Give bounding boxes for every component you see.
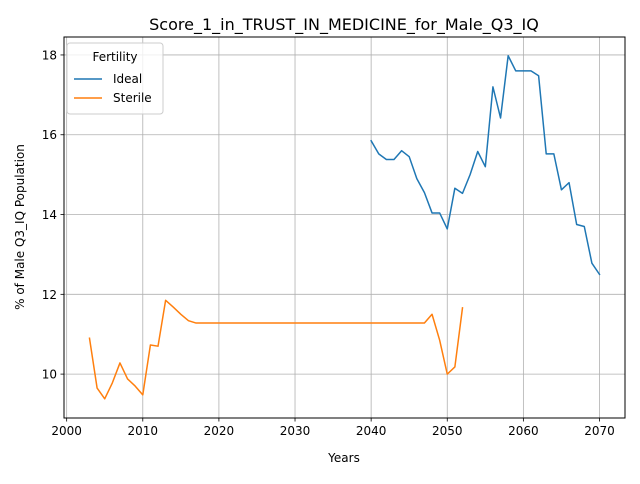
x-tick-label: 2000	[51, 424, 82, 438]
series-line-ideal	[370, 55, 601, 276]
x-tick-label: 2030	[280, 424, 311, 438]
y-tick-label: 16	[42, 128, 57, 142]
y-axis-label: % of Male Q3_IQ Population	[13, 144, 27, 310]
tick-layer: 2000 2010 2020 2030 2040 2050 2060 2070 10 12 14 16…	[42, 48, 615, 438]
plot-frame	[63, 36, 626, 419]
y-tick-label: 10	[42, 368, 57, 382]
y-tick-label: 12	[42, 288, 57, 302]
x-tick-label: 2060	[508, 424, 539, 438]
legend-label-sterile: Sterile	[113, 91, 152, 105]
legend-title: Fertility	[92, 50, 137, 64]
legend-box	[66, 42, 164, 115]
x-axis-label: Years	[327, 451, 360, 465]
x-tick-label: 2070	[584, 424, 615, 438]
series-layer	[88, 55, 601, 400]
y-tick-label: 14	[42, 208, 57, 222]
y-tick-label: 18	[42, 48, 57, 62]
series-line-sterile	[88, 299, 464, 400]
legend: Fertility Ideal Sterile	[66, 42, 164, 115]
x-tick-label: 2040	[356, 424, 387, 438]
x-tick-label: 2010	[128, 424, 159, 438]
x-tick-label: 2050	[432, 424, 463, 438]
x-tick-label: 2020	[204, 424, 235, 438]
chart-title: Score_1_in_TRUST_IN_MEDICINE_for_Male_Q3…	[149, 15, 539, 35]
legend-label-ideal: Ideal	[113, 72, 142, 86]
